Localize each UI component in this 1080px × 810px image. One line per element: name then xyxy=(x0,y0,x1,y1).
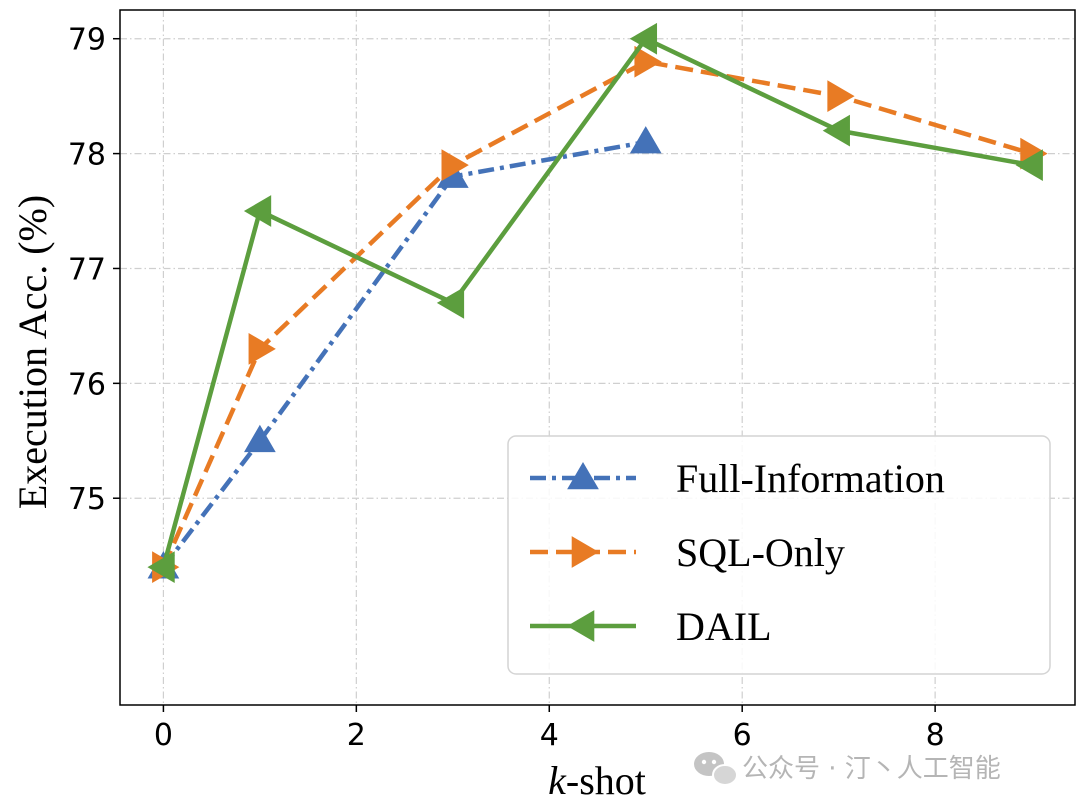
series-line xyxy=(161,59,1033,569)
legend-box xyxy=(507,435,1051,675)
y-tick-label: 79 xyxy=(68,23,106,58)
legend-entry: DAIL xyxy=(530,604,772,649)
plot-frame xyxy=(119,9,1076,706)
data-point-marker xyxy=(629,126,662,154)
data-point-marker xyxy=(1015,149,1043,181)
legend-entries: Full-Information SQL-Only DAIL xyxy=(530,456,945,649)
legend-marker xyxy=(567,610,595,642)
legend: Full-Information SQL-Only DAIL xyxy=(507,435,1051,675)
wechat-icon xyxy=(694,752,738,786)
series-line xyxy=(161,139,647,569)
legend-marker xyxy=(571,536,599,568)
data-point-marker xyxy=(243,195,272,227)
data-point-marker xyxy=(248,333,276,365)
y-tick-label: 78 xyxy=(68,138,106,173)
y-tick-label: 75 xyxy=(68,482,106,517)
x-axis-label: k-shot xyxy=(548,758,646,803)
x-tick-label: 2 xyxy=(347,718,366,753)
series-dail xyxy=(147,22,1043,584)
x-axis-label-italic: k xyxy=(548,758,567,803)
data-point-marker xyxy=(441,149,469,181)
data-point-marker xyxy=(827,80,855,113)
data-point-marker xyxy=(147,551,175,584)
legend-label: DAIL xyxy=(676,604,772,649)
x-tick-label: 4 xyxy=(540,718,559,753)
legend-entry: SQL-Only xyxy=(530,530,845,575)
series-layer xyxy=(147,22,1048,584)
legend-label: SQL-Only xyxy=(676,530,845,575)
legend-label: Full-Information xyxy=(676,456,945,501)
watermark: 公众号 · 汀丶人工智能 xyxy=(694,752,1001,786)
data-point-marker xyxy=(822,114,850,147)
axis-ticks: 0 2 4 6 8 75 76 77 78 79 xyxy=(68,23,945,753)
x-tick-label: 0 xyxy=(154,718,173,753)
legend-marker xyxy=(567,462,599,490)
y-axis-label: Execution Acc. (%) xyxy=(10,195,55,509)
data-point-marker xyxy=(629,22,658,55)
y-tick-label: 77 xyxy=(68,252,106,287)
x-tick-label: 6 xyxy=(733,718,752,753)
series-line xyxy=(161,36,1032,568)
watermark-text: 公众号 · 汀丶人工智能 xyxy=(742,754,1001,784)
legend-entry: Full-Information xyxy=(530,456,945,501)
data-point-marker xyxy=(244,424,276,453)
x-axis-label-rest: -shot xyxy=(566,758,646,803)
x-tick-label: 8 xyxy=(926,718,945,753)
data-point-marker xyxy=(634,45,662,78)
y-tick-label: 76 xyxy=(68,367,106,402)
data-point-marker xyxy=(436,287,465,319)
